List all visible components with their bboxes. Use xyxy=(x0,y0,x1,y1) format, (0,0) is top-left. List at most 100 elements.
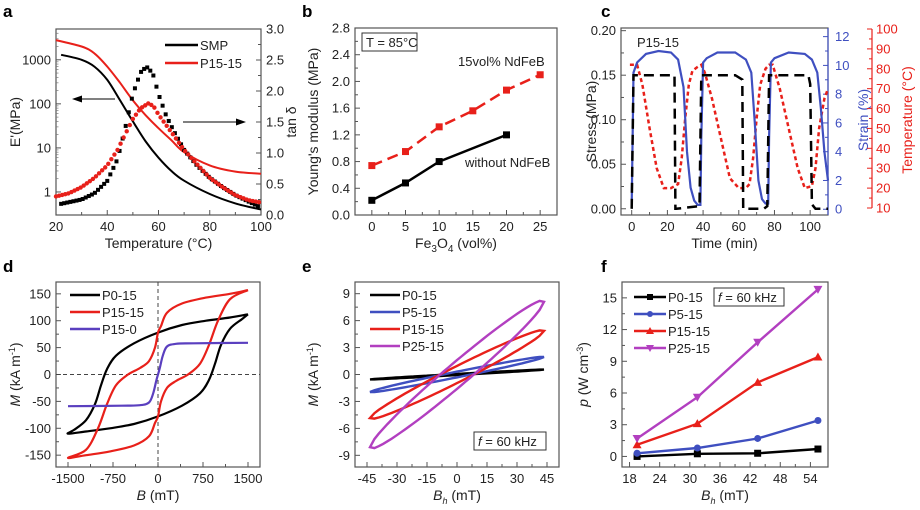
data-point xyxy=(753,338,763,347)
y-tick-label: 1000 xyxy=(22,52,51,67)
y-axis-label: p (W cm-3) xyxy=(575,342,591,408)
series-line-smp xyxy=(60,53,262,211)
y-right-tick-label: 2.0 xyxy=(266,84,284,99)
series-loop-p15-15 xyxy=(367,329,547,420)
data-point xyxy=(469,107,477,115)
data-point xyxy=(102,181,107,186)
y-right-tick-label: 0.5 xyxy=(266,177,284,192)
data-point xyxy=(74,198,79,203)
y-tick-label: -9 xyxy=(338,448,350,463)
data-point xyxy=(536,71,544,79)
data-point xyxy=(152,105,157,110)
data-point xyxy=(692,393,702,402)
data-point xyxy=(158,115,163,120)
data-point xyxy=(255,204,260,209)
y-tick-label: 0.15 xyxy=(591,68,616,83)
frequency-box xyxy=(473,431,547,451)
y-tick-label: 2.8 xyxy=(332,21,350,36)
data-point xyxy=(121,135,126,140)
y-tick-label: 0.8 xyxy=(332,154,350,169)
annotation-frequency: f = 60 kHz xyxy=(718,290,777,305)
label-symbol: B xyxy=(137,487,146,503)
data-point xyxy=(83,195,88,200)
label-symbol: p xyxy=(575,399,591,408)
label-symbol: M xyxy=(305,395,321,407)
data-point xyxy=(86,194,91,199)
y-tick-label: 6 xyxy=(343,313,350,328)
legend-label: P25-15 xyxy=(402,339,444,354)
x-tick-label: 60 xyxy=(732,219,746,234)
series-temperature xyxy=(629,63,830,190)
data-point xyxy=(163,112,168,117)
data-point xyxy=(115,147,120,153)
data-point xyxy=(167,127,172,133)
label-unit: (mT) xyxy=(146,487,179,503)
data-point xyxy=(814,416,822,424)
y-tick-label: 100 xyxy=(29,96,51,111)
label-part: Fe xyxy=(415,235,432,251)
data-point xyxy=(87,178,93,184)
data-point xyxy=(192,159,197,164)
legend-label: P15-15 xyxy=(402,322,444,337)
superscript: -1 xyxy=(305,347,315,355)
y-right-tick-label: 1.0 xyxy=(266,146,284,161)
data-point xyxy=(252,202,257,207)
y-axis-label: Temperature (°C) xyxy=(899,66,915,174)
x-tick-label: 20 xyxy=(660,219,674,234)
label-unit: (W cm xyxy=(575,355,591,399)
x-tick-label: 20 xyxy=(49,219,63,234)
data-point xyxy=(435,123,443,131)
label-unit: (kA m xyxy=(305,355,321,395)
data-point xyxy=(90,176,96,182)
y-tick-label: 10 xyxy=(37,140,51,155)
annotation-nd: 15vol% NdFeB xyxy=(458,54,545,69)
temperature-tick-label: 90 xyxy=(876,41,890,56)
temperature-tick-label: 100 xyxy=(876,22,898,37)
series-strain xyxy=(630,49,830,206)
temperature-tick-label: 40 xyxy=(876,141,890,156)
x-tick-label: -1500 xyxy=(51,471,84,486)
series-line-without-nd xyxy=(371,133,507,202)
label-unit: (kA m xyxy=(7,355,23,395)
legend-label: P0-15 xyxy=(102,288,137,303)
temperature-tick-label: 30 xyxy=(876,161,890,176)
y-tick-label: 1 xyxy=(44,184,51,199)
data-point xyxy=(145,65,150,70)
data-point xyxy=(136,77,140,82)
data-point xyxy=(99,168,105,173)
data-point xyxy=(164,123,169,129)
y-tick-label: 2.4 xyxy=(332,47,350,62)
strain-tick-label: 8 xyxy=(835,87,842,102)
data-point xyxy=(813,285,823,294)
data-point xyxy=(127,122,132,128)
data-point xyxy=(108,172,113,177)
y-tick-label: 0 xyxy=(343,367,350,382)
data-point xyxy=(207,175,212,180)
data-point xyxy=(148,68,153,73)
y-right-tick-label: 2.5 xyxy=(266,53,284,68)
data-point xyxy=(59,201,64,206)
panel-label-f: f xyxy=(601,257,607,276)
x-tick-label: 15 xyxy=(466,219,480,234)
legend-label: P15-0 xyxy=(102,322,137,337)
data-point xyxy=(647,294,653,300)
x-tick-label: -45 xyxy=(358,471,377,486)
x-tick-label: 18 xyxy=(622,471,636,486)
data-point xyxy=(155,110,160,116)
y-tick-label: 0.10 xyxy=(591,112,616,127)
data-point xyxy=(176,140,182,145)
panel-b: 0 5 10 15 20 25 0.0 0.4 0.8 1.2 1.6 2.0 2.4 2.8 Fe3O4 … xyxy=(305,21,558,255)
data-point xyxy=(249,201,254,206)
data-point xyxy=(179,144,185,150)
data-point xyxy=(368,196,376,204)
x-tick-label: 10 xyxy=(432,219,446,234)
x-tick-label: 60 xyxy=(151,219,165,234)
data-point xyxy=(62,201,67,206)
y-tick-label: 0.00 xyxy=(591,201,616,216)
annotation-frequency: f = 60 kHz xyxy=(478,434,537,449)
y-tick-label: -100 xyxy=(25,421,51,436)
y-tick-label: 9 xyxy=(610,354,617,369)
data-point xyxy=(647,311,653,317)
temperature-tick-label: 60 xyxy=(876,101,890,116)
y-tick-label: 150 xyxy=(29,286,51,301)
